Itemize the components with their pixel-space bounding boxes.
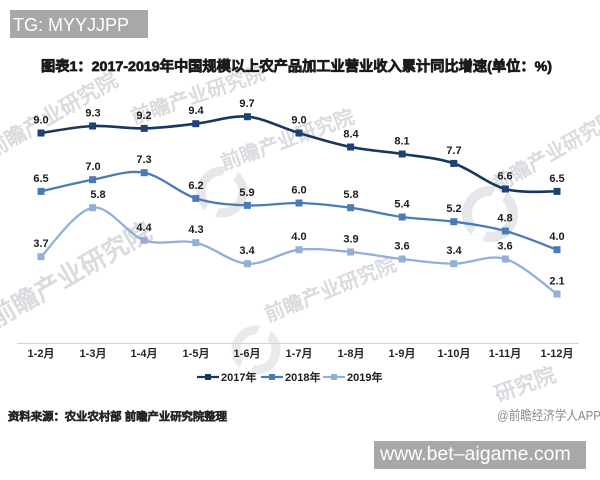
svg-text:4.3: 4.3 [188, 224, 203, 236]
svg-text:1-4月: 1-4月 [131, 347, 158, 360]
svg-text:前瞻产业研究院: 前瞻产业研究院 [218, 104, 358, 174]
svg-text:6.5: 6.5 [549, 173, 564, 185]
svg-text:4.4: 4.4 [136, 222, 152, 234]
svg-text:前瞻产业研究院: 前瞻产业研究院 [489, 106, 600, 197]
svg-text:6.2: 6.2 [188, 180, 203, 192]
svg-text:9.3: 9.3 [85, 108, 100, 120]
svg-text:7.7: 7.7 [446, 145, 461, 157]
svg-text:9.2: 9.2 [136, 110, 151, 122]
svg-text:3.9: 3.9 [343, 234, 358, 246]
svg-text:3.4: 3.4 [239, 245, 255, 257]
svg-text:2018年: 2018年 [285, 370, 320, 384]
svg-text:5.4: 5.4 [394, 199, 410, 211]
svg-text:研究院: 研究院 [492, 363, 559, 407]
svg-text:@前瞻经济学人APP: @前瞻经济学人APP [497, 408, 600, 423]
svg-text:8.1: 8.1 [394, 136, 409, 148]
svg-text:2019年: 2019年 [347, 370, 382, 384]
svg-text:3.6: 3.6 [497, 241, 512, 253]
svg-text:1-8月: 1-8月 [338, 347, 365, 360]
svg-text:4.8: 4.8 [497, 213, 512, 225]
svg-text:前瞻产业研究院: 前瞻产业研究院 [261, 252, 400, 327]
svg-text:5.9: 5.9 [239, 187, 254, 199]
svg-text:6.5: 6.5 [33, 173, 48, 185]
svg-text:6.0: 6.0 [291, 185, 306, 197]
svg-text:1-11月: 1-11月 [489, 347, 521, 360]
svg-text:1-6月: 1-6月 [234, 347, 261, 360]
svg-text:9.0: 9.0 [291, 115, 306, 127]
svg-text:6.6: 6.6 [497, 171, 512, 183]
svg-text:7.0: 7.0 [85, 161, 100, 173]
svg-text:9.0: 9.0 [33, 115, 48, 127]
svg-text:TG: MYYJJPP: TG: MYYJJPP [13, 15, 129, 35]
svg-text:2017年: 2017年 [221, 370, 256, 384]
svg-text:1-5月: 1-5月 [183, 347, 210, 360]
svg-text:4.0: 4.0 [291, 231, 306, 243]
svg-text:1-2月: 1-2月 [28, 347, 55, 360]
svg-text:3.6: 3.6 [394, 241, 409, 253]
svg-text:图表1：2017-2019年中国规模以上农产品加工业营业收入: 图表1：2017-2019年中国规模以上农产品加工业营业收入累计同比增速(单位：… [41, 58, 552, 74]
svg-text:资料来源：农业农村部 前瞻产业研究院整理: 资料来源：农业农村部 前瞻产业研究院整理 [8, 409, 227, 423]
svg-text:2.1: 2.1 [549, 276, 564, 288]
svg-text:4.0: 4.0 [549, 231, 564, 243]
svg-text:5.2: 5.2 [446, 203, 461, 215]
svg-text:1-3月: 1-3月 [80, 347, 107, 360]
svg-text:9.4: 9.4 [188, 105, 204, 117]
svg-text:3.4: 3.4 [446, 245, 462, 257]
svg-text:前瞻产业研究院: 前瞻产业研究院 [0, 68, 122, 162]
svg-text:1-9月: 1-9月 [389, 347, 416, 360]
svg-text:www.bet–aigame.com: www.bet–aigame.com [379, 443, 571, 465]
svg-text:9.7: 9.7 [239, 98, 254, 110]
svg-text:5.8: 5.8 [90, 189, 105, 201]
svg-text:1-7月: 1-7月 [286, 347, 313, 360]
svg-text:1-10月: 1-10月 [437, 347, 470, 360]
svg-text:1-12月: 1-12月 [540, 347, 573, 360]
svg-text:5.8: 5.8 [343, 189, 358, 201]
svg-text:8.4: 8.4 [343, 129, 359, 141]
svg-text:3.7: 3.7 [33, 238, 48, 250]
svg-text:7.3: 7.3 [136, 154, 151, 166]
